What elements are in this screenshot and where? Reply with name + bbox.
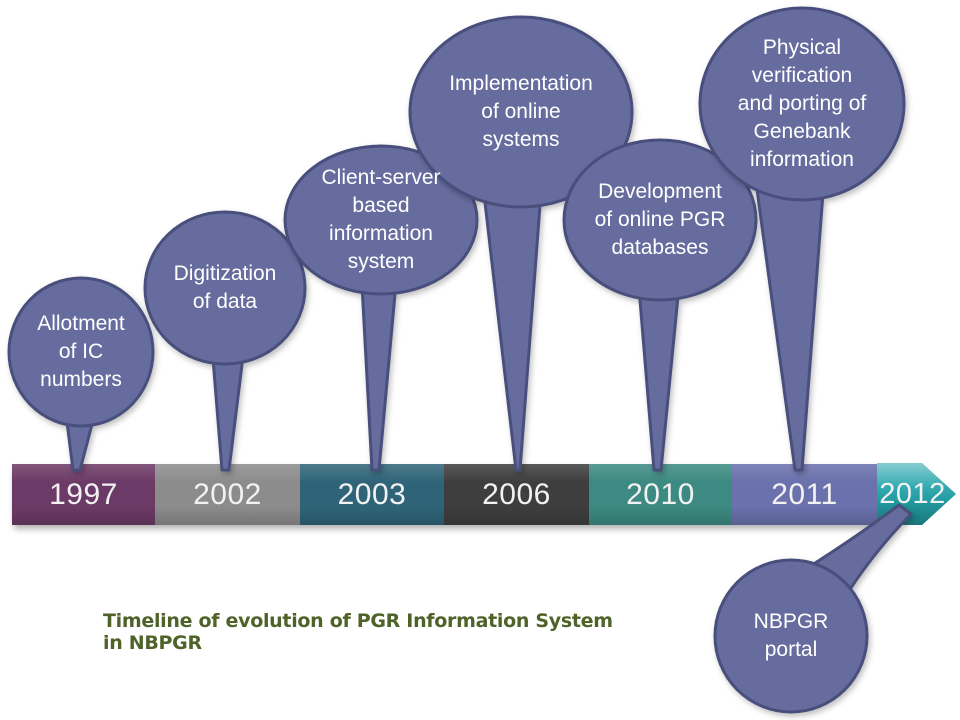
- segment-2010: 2010: [589, 464, 732, 525]
- segment-2003: 2003: [300, 464, 444, 525]
- year-label-2010: 2010: [626, 477, 695, 511]
- segment-2002: 2002: [155, 464, 300, 525]
- year-label-2002: 2002: [193, 477, 262, 511]
- slide-caption: Timeline of evolution of PGR Information…: [103, 610, 613, 654]
- segment-2006: 2006: [444, 464, 589, 525]
- bubble-label-digitization-of-data: Digitization of data: [173, 262, 277, 313]
- segment-1997: 1997: [12, 464, 155, 525]
- bubble-label-nbpgr-portal: NBPGR portal: [753, 610, 829, 661]
- year-label-2006: 2006: [482, 477, 551, 511]
- bubble-label-physical-verification-genebank: Physical verification and porting of Gen…: [737, 36, 867, 171]
- bubble-label-allotment-ic-numbers: Allotment of IC numbers: [37, 312, 125, 391]
- year-label-2003: 2003: [337, 477, 407, 511]
- year-label-1997: 1997: [49, 477, 118, 511]
